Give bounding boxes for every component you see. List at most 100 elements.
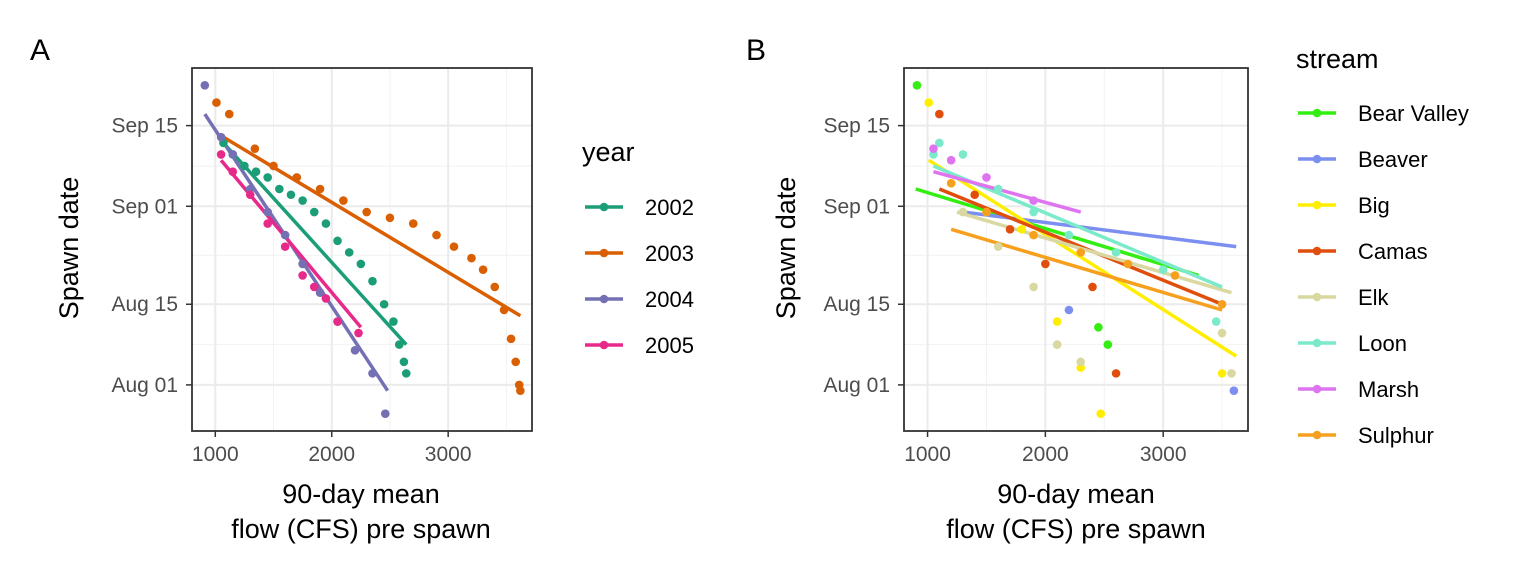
data-point <box>478 265 488 274</box>
data-point <box>333 317 342 326</box>
data-point <box>1111 369 1121 378</box>
data-point <box>1217 299 1227 309</box>
data-point <box>228 167 238 177</box>
legend-label: Big <box>1358 193 1390 218</box>
data-point <box>935 109 944 119</box>
data-point <box>1064 305 1074 315</box>
data-point <box>368 276 377 286</box>
data-point <box>298 196 307 205</box>
legend-label: Loon <box>1358 331 1407 356</box>
data-point <box>499 305 509 315</box>
data-point <box>309 282 319 292</box>
x-tick-label: 2000 <box>1022 443 1069 466</box>
data-point <box>263 173 272 182</box>
legend-label: Beaver <box>1358 147 1428 172</box>
fit-line-bear-valley <box>915 187 1200 278</box>
x-tick-label: 1000 <box>192 443 239 466</box>
data-point <box>385 213 395 223</box>
data-point <box>993 184 1003 194</box>
data-point <box>1123 259 1133 269</box>
data-point <box>216 150 226 159</box>
x-tick-label: 1000 <box>904 443 951 466</box>
data-point <box>200 80 210 90</box>
x-axis-ticks: 1000 2000 3000 <box>904 431 1187 466</box>
legend: year 2002 2003 2004 2005 <box>582 137 694 358</box>
data-point <box>321 294 331 303</box>
data-point <box>1088 282 1097 292</box>
data-point <box>432 230 441 240</box>
legend-key-point <box>1312 338 1322 348</box>
legend-label: Sulphur <box>1358 423 1434 448</box>
legend-label: 2003 <box>645 241 694 266</box>
legend-label: 2004 <box>645 287 694 312</box>
data-point <box>333 236 342 246</box>
x-tick-label: 3000 <box>1140 443 1187 466</box>
legend-key-point <box>1312 430 1322 440</box>
gridlines <box>192 68 532 431</box>
x-axis-title-line1: 90-day mean <box>997 479 1155 509</box>
data-point <box>350 346 360 355</box>
data-point <box>924 98 934 107</box>
data-point <box>490 282 500 292</box>
fit-line-elk <box>956 210 1233 295</box>
legend-title: stream <box>1296 44 1379 74</box>
data-point <box>1103 340 1113 349</box>
data-point <box>339 196 348 205</box>
data-point <box>368 369 377 378</box>
legend-title: year <box>582 137 635 167</box>
panel-label: A <box>30 34 50 67</box>
data-point <box>212 98 221 107</box>
data-point <box>993 242 1003 251</box>
legend-key-point <box>1312 384 1322 394</box>
y-tick-label: Sep 01 <box>823 195 890 218</box>
data-point <box>356 259 366 269</box>
data-point <box>292 173 302 182</box>
data-point <box>280 242 290 251</box>
data-point <box>946 155 956 165</box>
data-point <box>1052 317 1062 326</box>
data-point <box>240 161 249 171</box>
data-point <box>362 207 371 217</box>
y-tick-label: Aug 15 <box>111 293 178 316</box>
y-axis-ticks: Aug 01 Aug 15 Sep 01 Sep 15 <box>823 115 904 397</box>
data-point <box>1096 409 1106 419</box>
y-tick-label: Aug 01 <box>823 374 890 397</box>
data-point <box>935 138 944 148</box>
data-point <box>298 271 307 280</box>
legend-label: Marsh <box>1358 377 1419 402</box>
x-tick-label: 2000 <box>308 443 355 466</box>
data-point <box>1229 386 1239 395</box>
x-tick-label: 3000 <box>425 443 472 466</box>
data-point <box>1017 225 1027 234</box>
data-point <box>449 242 459 251</box>
data-point <box>1041 259 1050 269</box>
fit-line-sulphur <box>950 227 1223 312</box>
legend-items: Bear Valley Beaver Big Camas Elk Loon Marsh Sul… <box>1298 101 1469 448</box>
data-point <box>1005 225 1015 234</box>
data-point <box>929 144 938 153</box>
legend-key-point <box>599 202 609 212</box>
legend-label: Bear Valley <box>1358 101 1469 126</box>
data-point <box>263 219 272 228</box>
legend-label: Camas <box>1358 239 1428 264</box>
legend-key-point <box>1312 246 1322 256</box>
data-point <box>511 357 520 367</box>
legend-key-point <box>599 340 609 350</box>
data-point <box>401 369 411 378</box>
x-axis-title-line1: 90-day mean <box>282 479 440 509</box>
y-axis-title: Spawn date <box>54 177 84 320</box>
y-axis-title: Spawn date <box>771 177 801 320</box>
y-tick-label: Sep 15 <box>823 115 890 138</box>
y-tick-label: Aug 01 <box>111 374 178 397</box>
legend-key-point <box>1312 154 1322 164</box>
legend-key-point <box>1312 108 1322 118</box>
data-point <box>970 190 979 200</box>
x-axis-title-line2: flow (CFS) pre spawn <box>946 514 1206 544</box>
data-point <box>1227 369 1236 378</box>
data-point <box>1029 230 1038 240</box>
data-point <box>516 386 525 395</box>
data-point <box>315 184 325 194</box>
plot-frame <box>191 67 533 432</box>
